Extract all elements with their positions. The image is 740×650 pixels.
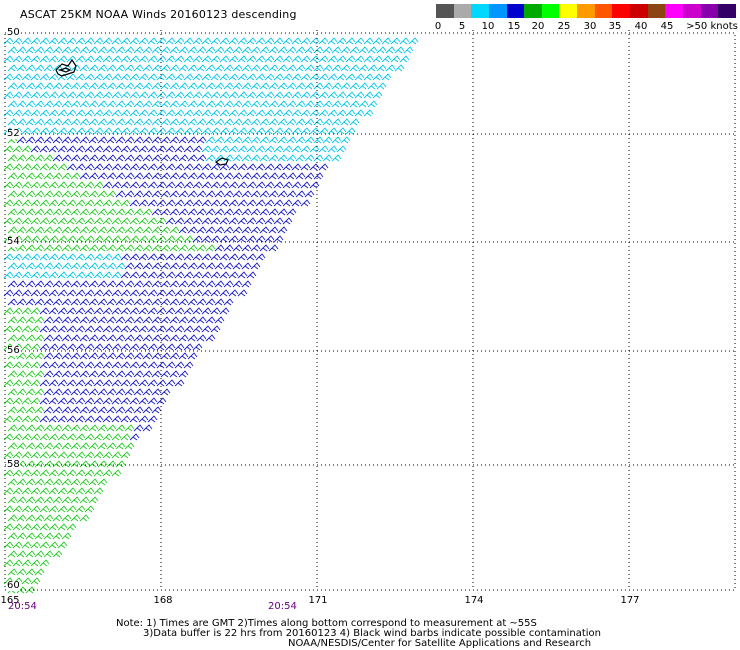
legend-swatch [453, 4, 472, 18]
lat-label-56: 56 [7, 345, 20, 356]
legend-swatch [559, 4, 578, 18]
map-frame [4, 32, 736, 591]
legend-label-35: 35 [608, 21, 622, 32]
legend-label-40: 40 [634, 21, 648, 32]
wind-barb-group [3, 37, 419, 279]
legend-label-45: 45 [660, 21, 674, 32]
legend-swatch [541, 4, 560, 18]
note-line-3: NOAA/NESDIS/Center for Satellite Applica… [288, 638, 592, 649]
legend-label-5: 5 [458, 21, 466, 32]
legend-color-bar [436, 4, 736, 18]
lat-label-58: 58 [7, 459, 20, 470]
time-label-middle: 20:54 [268, 601, 297, 612]
lat-label-50: 50 [7, 27, 20, 38]
legend-swatch [577, 4, 595, 18]
wind-barb-group [3, 136, 329, 441]
legend-swatch [594, 4, 613, 18]
legend-swatch [718, 4, 736, 18]
legend-swatch [471, 4, 489, 18]
map-title: ASCAT 25KM NOAA Winds 20160123 descendin… [20, 8, 297, 21]
legend-swatch [488, 4, 507, 18]
lat-label-52: 52 [7, 128, 20, 139]
wind-barbs-layer [3, 37, 419, 594]
graticule [4, 30, 736, 591]
lon-label-177: 177 [620, 595, 640, 606]
legend-label-30: 30 [583, 21, 597, 32]
legend-label-25: 25 [557, 21, 571, 32]
legend-label-50-knots: >50 knots [686, 21, 738, 32]
legend-swatch [700, 4, 719, 18]
land-outlines [55, 58, 229, 166]
wind-speed-legend: 0 5 10 15 20 25 30 35 40 45 >50 knots [434, 4, 738, 36]
legend-swatch [647, 4, 666, 18]
lon-label-165: 165 [0, 595, 20, 606]
lat-label-54: 54 [7, 236, 20, 247]
legend-swatch [665, 4, 683, 18]
legend-swatch [436, 4, 454, 18]
lon-label-174: 174 [464, 595, 484, 606]
note-line-1: Note: 1) Times are GMT 2)Times along bot… [116, 618, 537, 629]
legend-label-15: 15 [507, 21, 521, 32]
legend-swatch [506, 4, 525, 18]
time-label-left: 20:54 [8, 601, 37, 612]
lon-label-168: 168 [153, 595, 173, 606]
legend-label-20: 20 [531, 21, 545, 32]
legend-label-0: 0 [434, 21, 442, 32]
legend-swatch [524, 4, 542, 18]
note-line-2: 3)Data buffer is 22 hrs from 20160123 4)… [143, 628, 601, 639]
lat-label-60: 60 [7, 580, 20, 591]
legend-swatch [682, 4, 701, 18]
legend-label-10: 10 [481, 21, 495, 32]
legend-swatch [630, 4, 648, 18]
lon-label-171: 171 [308, 595, 328, 606]
island-outline-1 [55, 58, 77, 77]
island-outline-2 [214, 157, 229, 166]
legend-swatch [612, 4, 631, 18]
